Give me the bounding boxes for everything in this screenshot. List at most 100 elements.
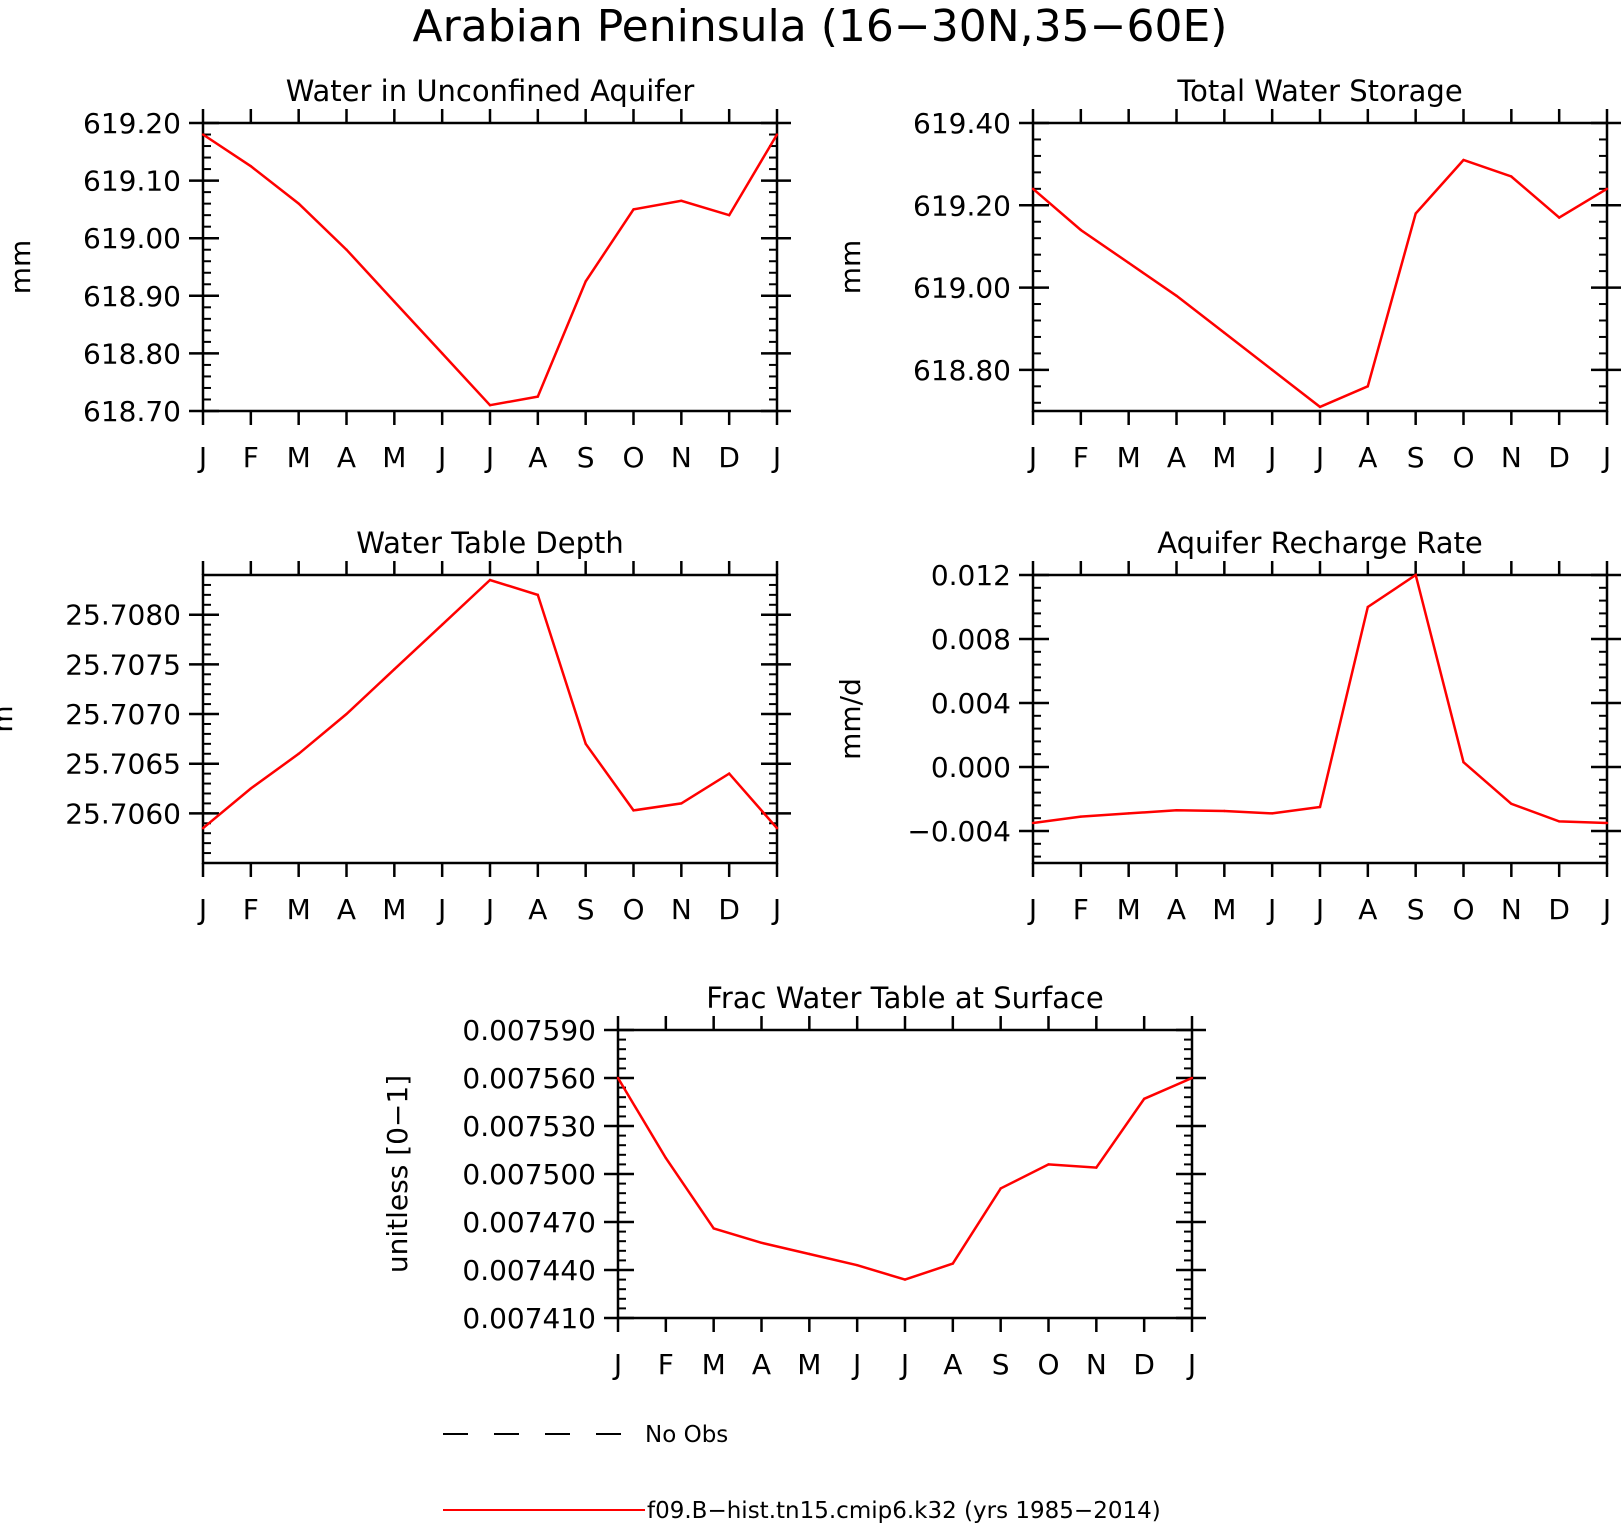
- x-tick-label: J: [197, 893, 207, 926]
- data-point: [1047, 1163, 1050, 1166]
- y-axis-label: mm: [834, 240, 867, 295]
- x-tick-label: F: [658, 1348, 674, 1381]
- panel-frac-water-table-at-surface: Frac Water Table at Surface unitless [0−1…: [381, 981, 1206, 1381]
- x-tick-label: N: [671, 893, 692, 926]
- data-point: [1414, 212, 1417, 215]
- data-point: [1175, 809, 1178, 812]
- plot-frame: [201, 121, 779, 413]
- y-tick-label: 0.000: [931, 751, 1011, 784]
- y-axis-label: unitless [0−1]: [381, 1075, 414, 1273]
- data-point: [440, 352, 444, 355]
- data-point: [1462, 761, 1465, 764]
- x-tick-label: D: [1133, 1348, 1155, 1381]
- data-point: [1031, 821, 1035, 825]
- data-point: [249, 787, 253, 790]
- data-point: [345, 248, 348, 251]
- data-point: [536, 593, 540, 597]
- x-tick-label: M: [797, 1348, 821, 1381]
- x-tick-label: O: [1037, 1348, 1059, 1381]
- y-tick-label: 0.007470: [462, 1206, 596, 1239]
- data-point: [1510, 802, 1513, 805]
- data-point: [440, 623, 444, 626]
- x-tick-label: M: [1117, 893, 1141, 926]
- y-axis-label: mm/d: [834, 678, 867, 760]
- y-tick-label: 619.00: [83, 222, 181, 255]
- x-tick-label: A: [1358, 893, 1377, 926]
- series-line: [202, 133, 779, 407]
- plot-frame: [616, 1028, 1194, 1320]
- data-point: [1414, 573, 1417, 577]
- data-point: [727, 213, 731, 217]
- data-point: [951, 1262, 955, 1265]
- series-line: [1032, 158, 1608, 409]
- data-point: [1557, 216, 1561, 219]
- data-point: [808, 1252, 811, 1256]
- x-tick-label: F: [1073, 441, 1089, 474]
- data-point: [1462, 158, 1465, 162]
- data-point: [1079, 228, 1083, 232]
- y-tick-label: 618.80: [913, 354, 1011, 387]
- data-point: [488, 404, 492, 407]
- plot-frame: [201, 573, 779, 865]
- x-tick-label: J: [1601, 441, 1611, 474]
- data-point: [1127, 812, 1130, 815]
- data-point: [616, 1076, 620, 1080]
- y-tick-label: 619.40: [913, 107, 1011, 140]
- x-tick-label: J: [899, 1348, 909, 1381]
- x-tick-label: D: [718, 441, 740, 474]
- panel-title: Water Table Depth: [356, 526, 624, 560]
- data-point: [297, 752, 300, 755]
- y-tick-label: 0.012: [931, 559, 1011, 592]
- y-tick-label: 25.7065: [65, 748, 181, 781]
- data-point: [664, 1156, 668, 1160]
- data-point: [1190, 1076, 1194, 1080]
- y-tick-label: 0.007530: [462, 1110, 596, 1143]
- legend: No Obs f09.B−hist.tn15.cmip6.k32 (yrs 19…: [443, 1422, 1161, 1524]
- data-point: [1557, 820, 1561, 823]
- y-tick-label: 25.7070: [65, 698, 181, 731]
- data-point: [1079, 815, 1083, 818]
- x-tick-label: J: [1186, 1348, 1196, 1381]
- x-tick-label: O: [622, 441, 644, 474]
- x-tick-label: J: [1266, 441, 1276, 474]
- panel-title: Total Water Storage: [1176, 74, 1462, 108]
- y-tick-label: −0.004: [907, 815, 1011, 848]
- x-tick-label: A: [337, 441, 356, 474]
- legend-obs-label: No Obs: [645, 1422, 728, 1448]
- series-line: [1032, 572, 1608, 825]
- x-tick-label: O: [1452, 441, 1474, 474]
- x-tick-label: N: [1086, 1348, 1107, 1381]
- x-tick-label: N: [1501, 893, 1522, 926]
- x-tick-label: J: [1601, 893, 1611, 926]
- data-point: [1366, 605, 1370, 609]
- x-tick-label: A: [1358, 441, 1377, 474]
- x-tick-label: O: [1452, 893, 1474, 926]
- data-point: [393, 668, 396, 671]
- y-tick-label: 0.007590: [462, 1014, 596, 1047]
- y-tick-label: 0.007560: [462, 1062, 596, 1095]
- panel-title: Frac Water Table at Surface: [706, 981, 1103, 1015]
- data-point: [1318, 405, 1322, 409]
- data-point: [584, 742, 587, 746]
- series-line: [616, 1076, 1193, 1281]
- x-tick-label: M: [1212, 441, 1236, 474]
- data-point: [1318, 805, 1322, 809]
- data-point: [393, 300, 396, 303]
- y-tick-label: 619.20: [913, 189, 1011, 222]
- x-tick-label: J: [1314, 893, 1324, 926]
- data-point: [1366, 385, 1370, 388]
- data-point: [632, 208, 635, 211]
- data-point: [999, 1187, 1002, 1190]
- y-axis-label: m: [0, 705, 19, 732]
- x-tick-label: J: [197, 441, 207, 474]
- data-point: [1605, 821, 1609, 825]
- x-tick-label: J: [436, 441, 446, 474]
- data-point: [775, 827, 779, 830]
- data-point: [1127, 261, 1130, 265]
- data-point: [632, 809, 635, 812]
- data-point: [1095, 1166, 1098, 1169]
- data-point: [1223, 331, 1226, 335]
